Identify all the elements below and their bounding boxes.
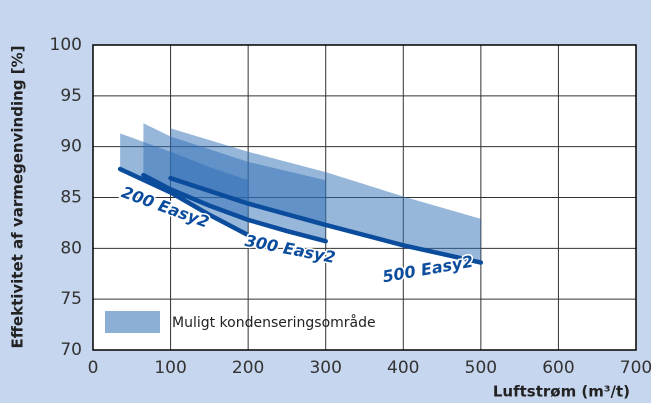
x-tick-label: 100 [154, 358, 186, 378]
x-tick-label: 200 [232, 358, 264, 378]
x-tick-label: 400 [387, 358, 419, 378]
x-tick-label: 500 [465, 358, 497, 378]
legend-label: Muligt kondenseringsområde [172, 314, 376, 331]
y-tick-label: 80 [60, 238, 82, 258]
plot-border [92, 44, 637, 351]
series-line [168, 175, 484, 265]
series-line [117, 166, 251, 238]
y-tick-label: 70 [60, 340, 82, 360]
x-tick-label: 700 [620, 358, 651, 378]
y-tick-label: 90 [60, 137, 82, 157]
x-axis-title: Luftstrøm (m³/t) [493, 383, 630, 401]
legend-swatch [105, 311, 160, 333]
condensation-band [170, 128, 481, 263]
x-tick-label: 300 [309, 358, 341, 378]
x-tick-label: 600 [542, 358, 574, 378]
y-tick-label: 95 [60, 86, 82, 106]
y-tick-label: 85 [60, 188, 82, 208]
y-tick-label: 75 [60, 289, 82, 309]
y-tick-label: 100 [50, 35, 82, 55]
x-tick-label: 0 [88, 358, 99, 378]
series-line [141, 172, 328, 244]
y-axis-title: Effektivitet af varmegenvinding [%] [9, 46, 27, 349]
